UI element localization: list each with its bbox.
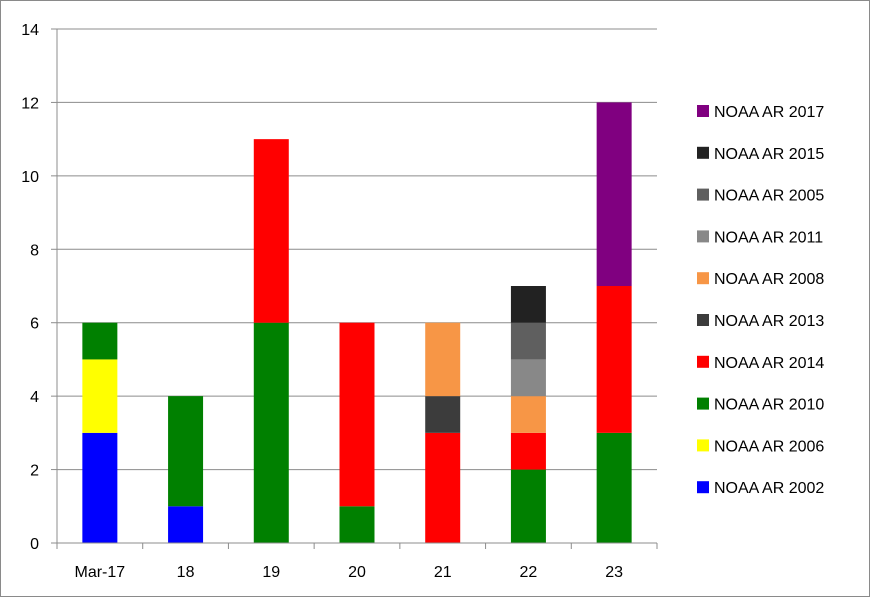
y-tick-label: 8 [30, 242, 39, 259]
legend-label: NOAA AR 2013 [714, 313, 824, 330]
bar-segment-noaa-ar-2014 [253, 139, 289, 323]
legend-label: NOAA AR 2015 [714, 146, 824, 163]
legend-swatch [697, 439, 709, 452]
x-tick-label: 19 [262, 564, 280, 581]
legend-label: NOAA AR 2011 [714, 229, 823, 246]
x-tick-label: 20 [348, 564, 366, 581]
axes [51, 28, 658, 549]
x-tick-label: 18 [177, 564, 195, 581]
bar-segment-noaa-ar-2014 [510, 432, 546, 470]
bar-segments [82, 102, 632, 543]
y-tick-label: 14 [21, 22, 39, 39]
legend: NOAA AR 2017 NOAA AR 2015 NOAA AR 2005 NOAA… [697, 104, 824, 497]
legend-swatch [697, 355, 709, 368]
bar-segment-noaa-ar-2010 [82, 322, 118, 360]
x-axis-tick-labels: Mar-17 18 19 20 21 22 23 [75, 564, 624, 581]
y-tick-label: 10 [21, 169, 39, 186]
legend-label: NOAA AR 2014 [714, 355, 824, 372]
legend-label: NOAA AR 2006 [714, 438, 824, 455]
legend-swatch [697, 481, 709, 494]
legend-swatch [697, 314, 709, 326]
legend-swatch [697, 146, 709, 159]
bar-segment-noaa-ar-2010 [596, 432, 632, 543]
legend-swatch [697, 272, 709, 285]
y-tick-label: 0 [30, 536, 39, 553]
bar-segment-noaa-ar-2008 [425, 322, 461, 397]
bar-segment-noaa-ar-2014 [596, 286, 632, 433]
bar-segment-noaa-ar-2008 [510, 396, 546, 433]
bar-segment-noaa-ar-2002 [168, 506, 204, 543]
bar-segment-noaa-ar-2006 [82, 359, 118, 433]
legend-label: NOAA AR 2010 [714, 397, 824, 414]
bar-segment-noaa-ar-2010 [510, 469, 546, 543]
gridlines [57, 28, 657, 471]
legend-label: NOAA AR 2002 [714, 480, 824, 497]
bar-segment-noaa-ar-2002 [82, 432, 118, 543]
x-tick-label: Mar-17 [75, 564, 126, 581]
x-tick-label: 23 [605, 564, 623, 581]
bar-segment-noaa-ar-2010 [253, 322, 289, 543]
bar-segment-noaa-ar-2017 [596, 102, 632, 286]
bar-segment-noaa-ar-2015 [510, 286, 546, 323]
y-axis-tick-labels: 0 2 4 6 8 10 12 14 [21, 22, 39, 553]
x-tick-label: 22 [520, 564, 538, 581]
bar-segment-noaa-ar-2013 [425, 396, 461, 433]
legend-swatch [697, 105, 709, 117]
bar-segment-noaa-ar-2014 [339, 322, 375, 507]
y-tick-label: 4 [30, 389, 39, 406]
x-tick-label: 21 [434, 564, 452, 581]
bar-segment-noaa-ar-2014 [425, 432, 461, 543]
legend-swatch [697, 188, 709, 201]
bar-segment-noaa-ar-2010 [339, 506, 375, 543]
legend-label: NOAA AR 2008 [714, 271, 824, 288]
bar-segment-noaa-ar-2011 [510, 359, 546, 397]
bar-segment-noaa-ar-2005 [510, 322, 546, 360]
legend-swatch [697, 230, 709, 243]
y-tick-label: 12 [21, 95, 39, 112]
bar-segment-noaa-ar-2010 [168, 396, 204, 507]
y-tick-label: 2 [30, 463, 39, 480]
y-tick-label: 6 [30, 316, 39, 333]
legend-label: NOAA AR 2017 [714, 104, 824, 121]
legend-label: NOAA AR 2005 [714, 188, 824, 205]
legend-swatch [697, 397, 709, 410]
